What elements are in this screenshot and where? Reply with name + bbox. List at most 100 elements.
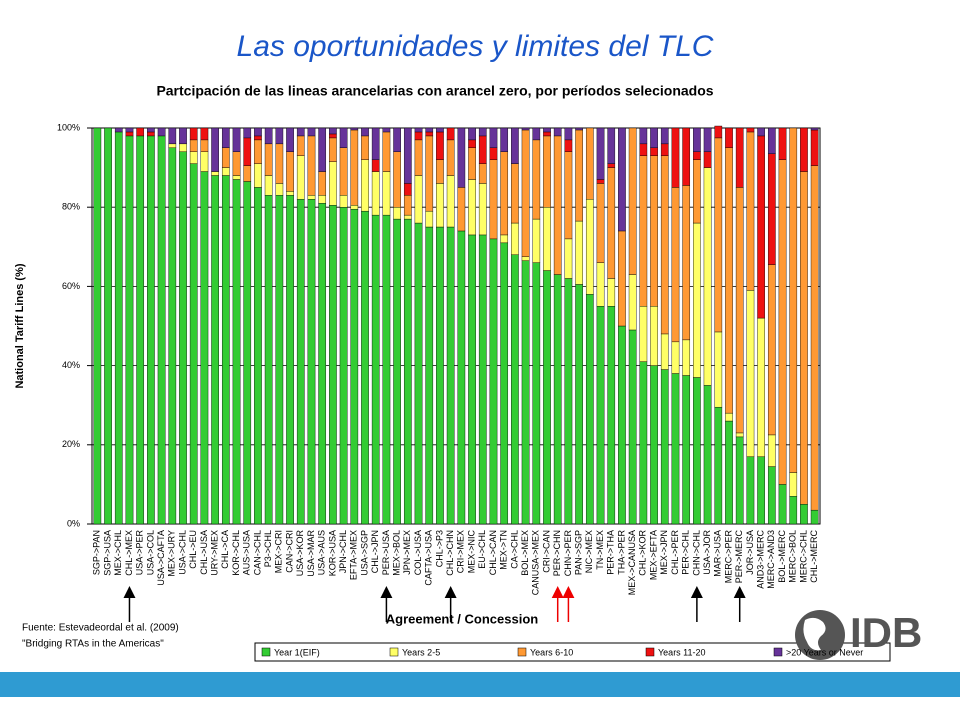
bar-segment	[339, 127, 348, 148]
bar-segment	[275, 127, 284, 145]
x-tick-label: P3->CHL	[263, 530, 273, 567]
bar-segment	[511, 163, 519, 224]
bar-segment	[682, 375, 691, 525]
bar-segment	[307, 127, 316, 137]
x-tick-label: CHN->PER	[563, 530, 573, 577]
x-tick-label: MEX->EFTA	[648, 530, 658, 580]
bar-segment	[596, 183, 605, 263]
bar-segment	[254, 135, 262, 141]
bar-segment	[532, 127, 541, 141]
source-line: Fuente: Estevadeordal et al. (2009)	[22, 623, 179, 634]
bar-segment	[735, 187, 744, 434]
bar-segment	[114, 127, 123, 133]
x-tick-label: EFTA->MEX	[349, 530, 359, 580]
x-tick-label: CHL->MEX	[124, 530, 134, 576]
bar-segment	[693, 127, 701, 152]
bar-segment	[810, 129, 819, 166]
x-tick-label: CHL->PER	[670, 530, 680, 575]
bar-segment	[703, 127, 712, 152]
bar-segment	[693, 151, 701, 160]
bar-segment	[735, 432, 744, 438]
bar-segment	[179, 151, 187, 525]
x-tick-label: KOR->CHL	[231, 530, 241, 576]
legend-label: Years 11-20	[658, 647, 706, 657]
bar-segment	[350, 205, 359, 210]
x-tick-label: MEX->JPN	[659, 530, 669, 575]
bar-segment	[746, 131, 755, 291]
bar-segment	[232, 151, 241, 176]
y-tick-label: 60%	[62, 281, 80, 291]
bar-segment	[350, 127, 359, 131]
bar-segment	[714, 331, 723, 408]
x-tick-label: MERC->CHL	[798, 530, 808, 583]
bar-segment	[607, 163, 616, 168]
x-tick-label: USA->SGP	[359, 530, 369, 576]
y-tick-label: 80%	[62, 202, 80, 212]
bar-segment	[393, 218, 401, 525]
logo: IDB	[795, 609, 922, 660]
x-tick-label: BOL->MEX	[520, 530, 530, 576]
bar-segment	[211, 175, 219, 525]
bar-segment	[425, 135, 434, 212]
bar-segment	[607, 278, 616, 307]
bar-segment	[254, 163, 262, 188]
bar-segment	[639, 127, 648, 145]
bar-segment	[532, 139, 541, 220]
bar-segment	[361, 159, 369, 212]
bar-segment	[329, 205, 337, 525]
bar-segment	[564, 238, 573, 279]
x-tick-label: MEX->CRI	[274, 530, 284, 573]
bar-segment	[468, 179, 476, 236]
bar-segment	[468, 147, 476, 180]
bar-segment	[703, 167, 712, 386]
x-tick-label: USA->AUS	[317, 530, 327, 575]
bar-segment	[607, 127, 616, 164]
bar-segment	[264, 127, 273, 145]
bar-segment	[810, 127, 819, 131]
bar-segment	[382, 131, 391, 172]
bar-segment	[757, 317, 765, 457]
bar-segment	[521, 260, 530, 525]
bar-segment	[746, 127, 755, 133]
y-tick-label: 0%	[67, 518, 80, 528]
x-tick-label: CA->CHL	[509, 530, 519, 569]
bar-segment	[800, 171, 808, 505]
bar-segment	[478, 135, 487, 164]
bar-segment	[147, 127, 155, 133]
bar-segment	[650, 127, 658, 148]
bar-segment	[746, 456, 755, 525]
bar-segment	[660, 155, 669, 335]
logo-text: IDB	[850, 609, 922, 656]
x-tick-label: CAN->CRI	[284, 530, 294, 573]
bar-segment	[446, 175, 455, 228]
bar-segment	[671, 127, 680, 188]
bar-segment	[254, 139, 262, 164]
bar-segment	[264, 143, 273, 176]
bar-segment	[575, 284, 583, 525]
bar-segment	[286, 195, 294, 525]
bar-segment	[521, 256, 530, 261]
bar-segment	[264, 195, 273, 525]
y-tick-label: 100%	[57, 122, 80, 132]
bar-segment	[147, 131, 155, 137]
bar-segment	[564, 278, 573, 525]
bar-segment	[650, 147, 658, 156]
bar-segment	[296, 135, 305, 156]
x-tick-label: MERC->PER	[723, 530, 733, 584]
bar-segment	[318, 171, 327, 196]
bar-segment	[468, 234, 476, 525]
slide-title: Las oportunidades y limites del TLC	[237, 30, 714, 63]
bar-segment	[147, 135, 155, 525]
bar-segment	[693, 159, 701, 224]
x-tick-label: MEX->URY	[167, 530, 177, 577]
bar-segment	[393, 151, 401, 208]
bar-segment	[543, 206, 551, 271]
x-tick-label: AUS->USA	[242, 530, 252, 575]
x-tick-label: THA->PER	[616, 530, 626, 575]
bar-segment	[543, 131, 551, 137]
footer-band	[0, 672, 960, 697]
x-tick-label: CHL->MERC	[809, 530, 819, 583]
bar-segment	[361, 135, 369, 160]
bar-segment	[564, 139, 573, 152]
bar-segment	[403, 127, 412, 184]
